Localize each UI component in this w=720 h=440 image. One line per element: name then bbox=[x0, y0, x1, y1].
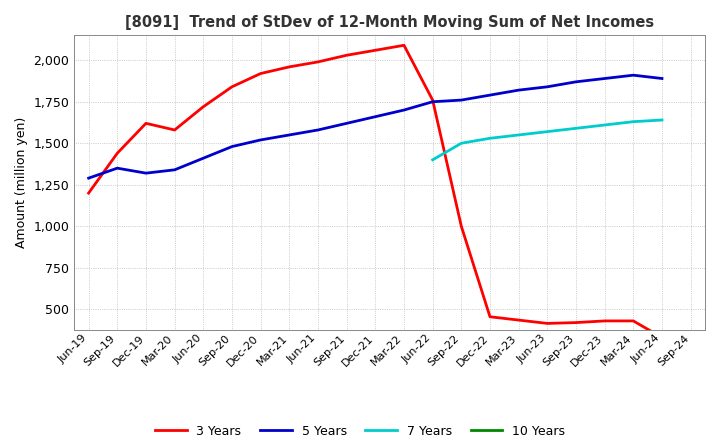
Line: 3 Years: 3 Years bbox=[89, 45, 662, 337]
7 Years bbox=[657, 117, 666, 123]
5 Years bbox=[371, 114, 379, 119]
7 Years bbox=[543, 129, 552, 134]
5 Years bbox=[142, 171, 150, 176]
5 Years bbox=[543, 84, 552, 89]
5 Years bbox=[657, 76, 666, 81]
3 Years bbox=[142, 121, 150, 126]
3 Years bbox=[228, 84, 236, 89]
3 Years bbox=[400, 43, 408, 48]
5 Years bbox=[400, 107, 408, 113]
5 Years bbox=[256, 137, 265, 143]
5 Years bbox=[600, 76, 609, 81]
Title: [8091]  Trend of StDev of 12-Month Moving Sum of Net Incomes: [8091] Trend of StDev of 12-Month Moving… bbox=[125, 15, 654, 30]
7 Years bbox=[428, 157, 437, 162]
5 Years bbox=[428, 99, 437, 104]
5 Years bbox=[572, 79, 580, 84]
3 Years bbox=[572, 320, 580, 325]
3 Years bbox=[514, 317, 523, 323]
3 Years bbox=[543, 321, 552, 326]
5 Years bbox=[486, 92, 495, 98]
7 Years bbox=[486, 136, 495, 141]
Line: 7 Years: 7 Years bbox=[433, 120, 662, 160]
3 Years bbox=[428, 97, 437, 103]
5 Years bbox=[113, 165, 122, 171]
7 Years bbox=[629, 119, 638, 125]
5 Years bbox=[285, 132, 294, 138]
3 Years bbox=[629, 318, 638, 323]
7 Years bbox=[572, 126, 580, 131]
5 Years bbox=[199, 156, 207, 161]
Line: 5 Years: 5 Years bbox=[89, 75, 662, 178]
3 Years bbox=[657, 335, 666, 340]
3 Years bbox=[113, 150, 122, 156]
3 Years bbox=[285, 64, 294, 70]
3 Years bbox=[256, 71, 265, 76]
Legend: 3 Years, 5 Years, 7 Years, 10 Years: 3 Years, 5 Years, 7 Years, 10 Years bbox=[150, 420, 570, 440]
5 Years bbox=[84, 176, 93, 181]
7 Years bbox=[514, 132, 523, 138]
Y-axis label: Amount (million yen): Amount (million yen) bbox=[15, 117, 28, 248]
5 Years bbox=[629, 73, 638, 78]
3 Years bbox=[171, 127, 179, 132]
7 Years bbox=[457, 141, 466, 146]
3 Years bbox=[371, 48, 379, 53]
7 Years bbox=[600, 122, 609, 128]
5 Years bbox=[314, 127, 323, 132]
3 Years bbox=[457, 224, 466, 229]
3 Years bbox=[600, 318, 609, 323]
3 Years bbox=[314, 59, 323, 65]
5 Years bbox=[171, 167, 179, 172]
3 Years bbox=[84, 191, 93, 196]
5 Years bbox=[342, 121, 351, 126]
3 Years bbox=[342, 53, 351, 58]
3 Years bbox=[486, 314, 495, 319]
3 Years bbox=[199, 104, 207, 110]
5 Years bbox=[457, 97, 466, 103]
5 Years bbox=[228, 144, 236, 149]
5 Years bbox=[514, 88, 523, 93]
